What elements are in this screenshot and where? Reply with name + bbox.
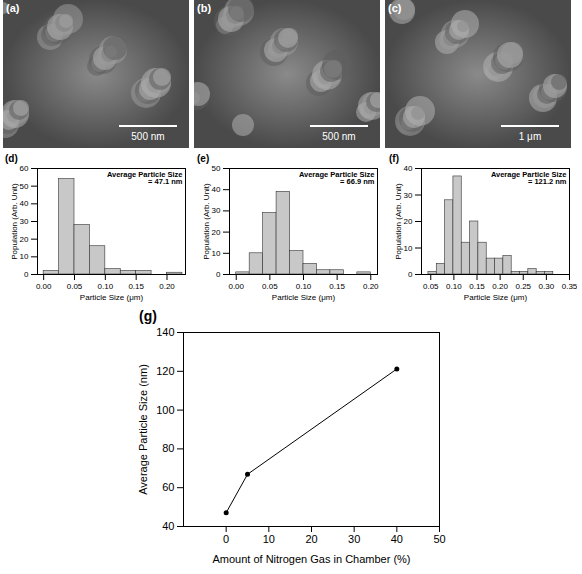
svg-text:50: 50: [20, 182, 29, 191]
svg-text:120: 120: [156, 365, 174, 377]
svg-text:0.15: 0.15: [329, 282, 345, 291]
svg-text:50: 50: [433, 533, 445, 545]
svg-text:0.20: 0.20: [363, 282, 379, 291]
svg-text:0: 0: [216, 270, 221, 279]
svg-text:0.20: 0.20: [492, 282, 508, 291]
svg-text:60: 60: [20, 164, 29, 173]
svg-text:0: 0: [223, 533, 229, 545]
svg-text:0.05: 0.05: [262, 282, 278, 291]
svg-text:0.10: 0.10: [446, 282, 462, 291]
svg-text:20: 20: [305, 533, 317, 545]
svg-text:40: 40: [212, 185, 221, 194]
svg-text:0.35: 0.35: [562, 282, 577, 291]
svg-text:40: 40: [404, 164, 413, 173]
svg-text:30: 30: [212, 206, 221, 215]
svg-text:10: 10: [404, 244, 413, 253]
svg-text:30: 30: [404, 191, 413, 200]
svg-text:Population (Arb. Unit): Population (Arb. Unit): [202, 183, 211, 260]
svg-text:20: 20: [212, 228, 221, 237]
svg-text:0.00: 0.00: [228, 282, 244, 291]
svg-text:0.15: 0.15: [469, 282, 485, 291]
svg-text:Average Particle Size= 47.1 nm: Average Particle Size= 47.1 nm: [107, 170, 183, 187]
svg-text:0.30: 0.30: [539, 282, 555, 291]
svg-text:0.05: 0.05: [67, 282, 83, 291]
svg-text:0.15: 0.15: [128, 282, 144, 291]
svg-text:60: 60: [162, 481, 174, 493]
svg-text:30: 30: [348, 533, 360, 545]
svg-text:Average Particle Size (nm): Average Particle Size (nm): [137, 364, 149, 495]
svg-text:0.00: 0.00: [36, 282, 52, 291]
html-text:(g): (g): [139, 308, 157, 324]
html-text:(a): (a): [6, 2, 20, 14]
svg-text:Amount of Nitrogen Gas in Cham: Amount of Nitrogen Gas in Chamber (%): [212, 553, 410, 565]
svg-text:10: 10: [212, 249, 221, 258]
svg-text:0.25: 0.25: [515, 282, 531, 291]
svg-text:20: 20: [404, 217, 413, 226]
svg-text:0.10: 0.10: [296, 282, 312, 291]
svg-text:Particle Size (μm): Particle Size (μm): [80, 293, 144, 302]
svg-text:50: 50: [212, 164, 221, 173]
svg-text:40: 40: [391, 533, 403, 545]
svg-text:40: 40: [20, 199, 29, 208]
svg-text:Population (Arb. Unit): Population (Arb. Unit): [394, 183, 403, 260]
svg-text:Average Particle Size= 121.2 n: Average Particle Size= 121.2 nm: [491, 170, 567, 187]
html-text:(f): (f): [389, 153, 399, 164]
svg-text:Particle Size (μm): Particle Size (μm): [272, 293, 336, 302]
svg-text:40: 40: [162, 520, 174, 532]
svg-text:Particle Size (μm): Particle Size (μm): [464, 293, 528, 302]
svg-text:10: 10: [263, 533, 275, 545]
html-text:(b): (b): [197, 2, 211, 14]
svg-text:10: 10: [20, 252, 29, 261]
svg-text:1 μm: 1 μm: [519, 131, 541, 142]
svg-text:100: 100: [156, 404, 174, 416]
html-text:(e): (e): [197, 153, 210, 164]
html-text:(c): (c): [388, 2, 402, 14]
svg-text:0.20: 0.20: [159, 282, 175, 291]
svg-text:0.10: 0.10: [98, 282, 114, 291]
svg-text:30: 30: [20, 217, 29, 226]
svg-text:0.05: 0.05: [423, 282, 439, 291]
svg-text:20: 20: [20, 235, 29, 244]
svg-text:500 nm: 500 nm: [131, 131, 164, 142]
svg-text:140: 140: [156, 326, 174, 338]
svg-text:80: 80: [162, 442, 174, 454]
svg-text:0: 0: [408, 270, 413, 279]
svg-text:0: 0: [24, 270, 29, 279]
svg-text:Population (Arb. Unit): Population (Arb. Unit): [10, 183, 19, 260]
svg-text:500 nm: 500 nm: [322, 131, 355, 142]
html-text:(d): (d): [5, 153, 18, 164]
svg-text:Average Particle Size= 66.9 nm: Average Particle Size= 66.9 nm: [299, 170, 375, 187]
